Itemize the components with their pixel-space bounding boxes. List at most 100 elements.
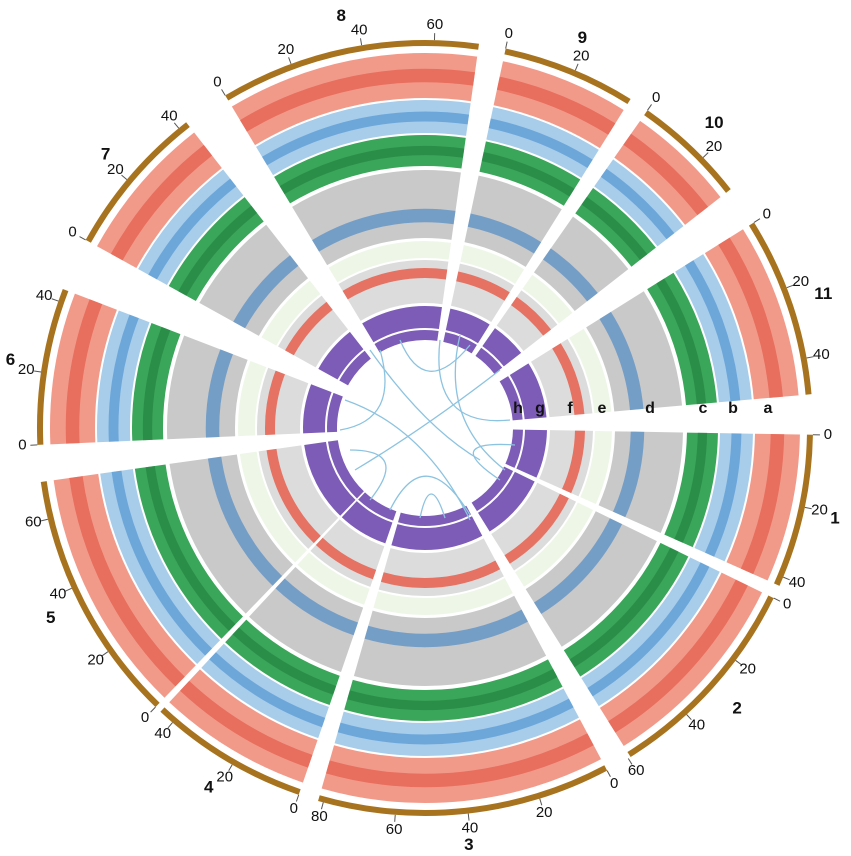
track-profile bbox=[205, 349, 233, 438]
track-label: d bbox=[645, 400, 655, 417]
track-label: g bbox=[535, 400, 545, 417]
track-profile bbox=[108, 314, 139, 442]
track-segment bbox=[499, 376, 523, 421]
tick-label: 60 bbox=[386, 821, 403, 838]
tick-mark bbox=[51, 298, 59, 302]
track-segment bbox=[477, 471, 535, 532]
track-segment bbox=[443, 332, 477, 354]
track-profile bbox=[207, 456, 283, 586]
track-profile bbox=[481, 152, 575, 197]
link bbox=[339, 349, 386, 431]
tick-mark bbox=[121, 174, 128, 181]
tick-mark bbox=[288, 57, 292, 65]
chromosome-label: 5 bbox=[46, 608, 55, 627]
tick-label: 80 bbox=[311, 808, 328, 825]
links bbox=[339, 334, 516, 521]
tick-label: 40 bbox=[50, 585, 67, 602]
track-label: c bbox=[699, 400, 708, 417]
tick-mark bbox=[228, 764, 233, 772]
tick-label: 60 bbox=[25, 514, 42, 531]
tick-mark bbox=[783, 576, 790, 581]
track-profile bbox=[178, 205, 258, 296]
track-profile bbox=[656, 278, 707, 405]
track-segment bbox=[533, 216, 629, 312]
track-profile bbox=[608, 579, 748, 733]
tick-label: 0 bbox=[18, 437, 26, 454]
track-profile bbox=[674, 432, 708, 543]
track-profile bbox=[581, 196, 648, 261]
track-profile bbox=[145, 465, 236, 631]
tick-mark bbox=[34, 370, 42, 373]
track-profile bbox=[232, 627, 337, 695]
track-profile bbox=[623, 133, 709, 216]
tick-mark bbox=[295, 794, 300, 802]
track-bars bbox=[456, 271, 510, 301]
tick-label: 0 bbox=[824, 426, 832, 443]
tick-label: 60 bbox=[427, 16, 444, 33]
tick-mark bbox=[467, 813, 470, 821]
track-segment bbox=[303, 384, 332, 434]
track-profile bbox=[142, 326, 171, 441]
tick-mark bbox=[647, 104, 652, 111]
track-bars bbox=[342, 268, 448, 300]
track-segment bbox=[509, 363, 547, 420]
labels: 0204010204060202040608030204040204060502… bbox=[6, 6, 840, 854]
chromosome-band bbox=[160, 707, 301, 795]
chromosome-label: 7 bbox=[101, 145, 110, 164]
track-profile bbox=[705, 433, 742, 557]
link bbox=[389, 475, 471, 516]
track-label: a bbox=[764, 400, 773, 417]
tick-label: 40 bbox=[36, 287, 53, 304]
track-bars bbox=[265, 370, 285, 435]
track-label: b bbox=[728, 400, 738, 417]
chromosome-label: 4 bbox=[204, 777, 214, 796]
track-bars bbox=[562, 430, 585, 494]
track-segment bbox=[397, 505, 472, 526]
track-segment bbox=[460, 245, 525, 284]
tick-mark bbox=[40, 518, 48, 522]
track-label: e bbox=[598, 400, 607, 417]
track-segment bbox=[374, 330, 439, 353]
tick-mark bbox=[539, 798, 543, 806]
tick-label: 0 bbox=[213, 74, 221, 91]
track-segment bbox=[339, 350, 371, 386]
track-label: f bbox=[567, 400, 573, 417]
link bbox=[354, 369, 501, 471]
track-segment bbox=[516, 429, 547, 478]
track-bars bbox=[380, 560, 501, 588]
link bbox=[419, 493, 446, 519]
track-profile bbox=[347, 668, 558, 711]
track-segment bbox=[505, 429, 523, 468]
track-profile bbox=[467, 213, 542, 254]
track-profile bbox=[111, 470, 213, 656]
track-profile bbox=[543, 248, 598, 302]
tick-mark bbox=[806, 356, 814, 359]
tick-label: 20 bbox=[536, 804, 553, 821]
track-label: h bbox=[513, 400, 523, 417]
chromosome-label: 11 bbox=[814, 284, 832, 303]
track-profile bbox=[69, 476, 185, 687]
track-profile bbox=[587, 562, 710, 697]
tick-mark bbox=[320, 802, 324, 810]
track-profile bbox=[718, 237, 783, 398]
tick-mark bbox=[394, 814, 396, 822]
track-segment bbox=[341, 501, 393, 544]
track-segment bbox=[199, 224, 309, 336]
link bbox=[349, 449, 387, 501]
tick-mark bbox=[686, 714, 692, 721]
track-profile bbox=[740, 434, 785, 575]
track-segment bbox=[304, 441, 356, 516]
track-segment bbox=[569, 328, 612, 414]
tracks bbox=[37, 40, 813, 816]
tick-label: 20 bbox=[573, 47, 590, 64]
tick-label: 0 bbox=[68, 224, 76, 241]
tick-label: 0 bbox=[505, 25, 513, 42]
tick-mark bbox=[574, 63, 579, 71]
track-segment bbox=[362, 305, 442, 343]
chromosome-label: 3 bbox=[464, 835, 473, 854]
tick-mark bbox=[167, 722, 173, 729]
tick-label: 0 bbox=[610, 775, 618, 792]
tick-mark bbox=[79, 236, 86, 241]
tick-mark bbox=[606, 770, 611, 777]
